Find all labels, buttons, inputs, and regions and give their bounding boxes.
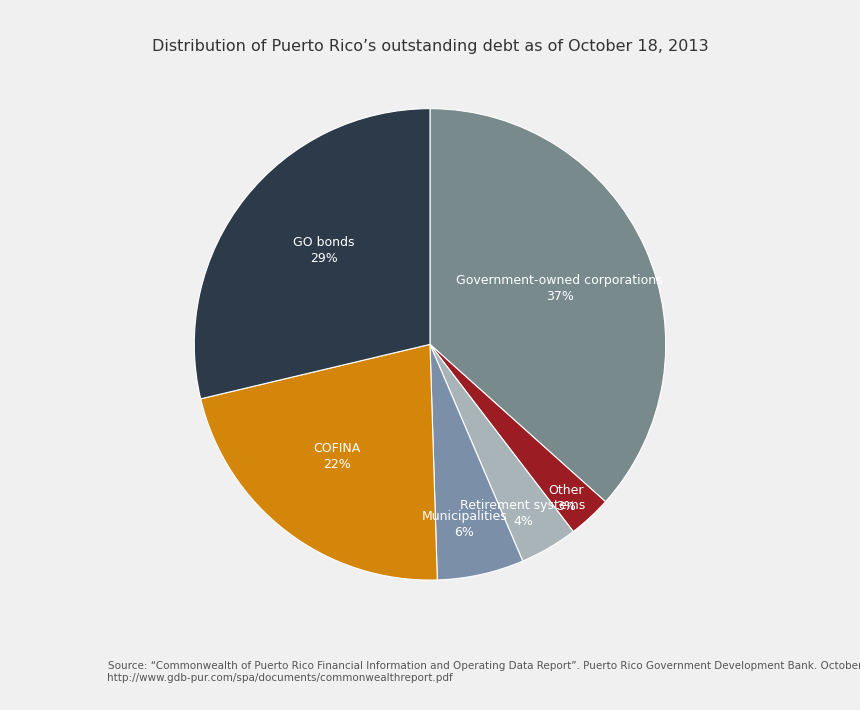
Text: Municipalities
6%: Municipalities 6% [421,510,507,540]
Text: Government-owned corporations
37%: Government-owned corporations 37% [457,273,663,302]
Text: Distribution of Puerto Rico’s outstanding debt as of October 18, 2013: Distribution of Puerto Rico’s outstandin… [151,39,709,54]
Text: http://www.gdb-pur.com/spa/documents/commonwealthreport.pdf: http://www.gdb-pur.com/spa/documents/com… [108,673,453,683]
Text: Source: “Commonwealth of Puerto Rico Financial Information and Operating Data Re: Source: “Commonwealth of Puerto Rico Fin… [108,661,860,671]
Wedge shape [430,109,666,502]
Text: Retirement systems
4%: Retirement systems 4% [460,499,586,528]
Wedge shape [194,109,430,399]
Wedge shape [430,344,574,561]
Wedge shape [430,344,605,532]
Wedge shape [200,344,438,580]
Wedge shape [430,344,523,580]
Text: COFINA
22%: COFINA 22% [313,442,360,471]
Text: GO bonds
29%: GO bonds 29% [293,236,354,266]
Text: Other
3%: Other 3% [548,484,583,513]
